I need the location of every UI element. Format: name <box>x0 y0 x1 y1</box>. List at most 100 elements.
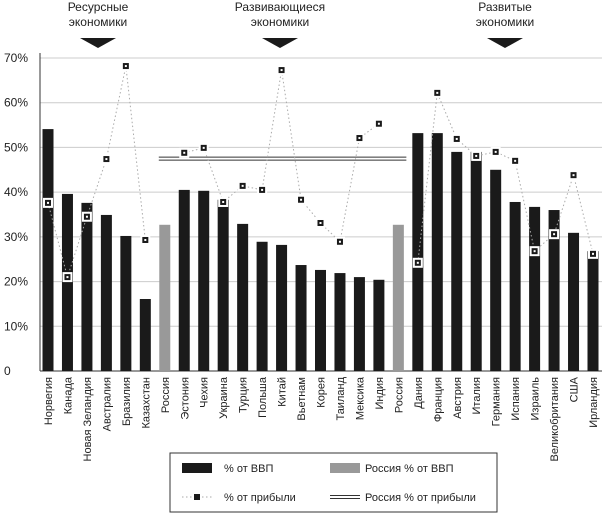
x-tick-label: Испания <box>510 377 522 421</box>
bar <box>217 199 229 371</box>
bar <box>373 279 385 371</box>
marker-dot <box>47 201 49 204</box>
marker-dot <box>358 137 361 140</box>
marker-dot <box>222 200 225 203</box>
legend-swatch <box>330 463 360 473</box>
marker-dot <box>261 188 264 191</box>
bar <box>81 202 93 371</box>
marker-dot <box>338 240 341 243</box>
bar <box>100 214 112 371</box>
x-tick-label: Корея <box>316 377 328 408</box>
y-tick-label: 30% <box>4 230 28 244</box>
bar <box>334 273 346 371</box>
bar <box>315 269 326 371</box>
bar <box>412 133 424 371</box>
x-tick-label: Казахстан <box>140 377 152 429</box>
x-tick-label: Канада <box>62 376 74 414</box>
marker-dot <box>494 150 497 153</box>
x-tick-label: Франция <box>432 377 444 422</box>
bar <box>295 265 307 371</box>
x-tick-label: Вьетнам <box>296 377 308 421</box>
marker-dot <box>144 238 147 241</box>
legend-label: % от ВВП <box>224 463 273 475</box>
bar <box>587 251 599 371</box>
bar <box>529 206 541 371</box>
bar <box>451 151 463 371</box>
x-tick-label: Израиль <box>530 377 542 421</box>
bar <box>470 151 482 371</box>
legend-box <box>169 452 498 513</box>
bar <box>509 201 521 371</box>
bar <box>353 277 365 371</box>
x-tick-label: Германия <box>491 377 503 426</box>
marker-dot <box>280 69 283 72</box>
x-tick-label: Австрия <box>452 377 464 419</box>
y-tick-label: 40% <box>4 185 28 199</box>
x-tick-label: Австралия <box>101 377 113 431</box>
bar <box>198 190 210 371</box>
bar <box>256 241 268 371</box>
legend-swatch <box>194 494 200 500</box>
annotation: экономики <box>251 15 309 29</box>
marker-dot <box>514 159 517 162</box>
y-tick-label: 10% <box>4 319 28 333</box>
y-tick-label: 50% <box>4 140 28 154</box>
bar <box>159 224 171 371</box>
x-tick-label: Польша <box>257 376 269 418</box>
x-tick-label: Великобритания <box>549 377 561 462</box>
marker-dot <box>202 146 205 149</box>
marker-dot <box>241 184 244 187</box>
bar <box>61 193 73 371</box>
marker-dot <box>124 65 127 68</box>
marker-dot <box>85 215 88 218</box>
annotation-arrow <box>262 38 298 48</box>
x-tick-label: Турция <box>238 377 250 413</box>
x-tick-label: США <box>569 376 581 402</box>
annotation: экономики <box>69 15 127 29</box>
x-tick-label: Индия <box>374 377 386 410</box>
legend-label: Россия % от прибыли <box>365 492 476 504</box>
x-tick-label: Дания <box>413 377 425 409</box>
x-tick-label: Россия <box>393 377 405 413</box>
annotation: Развивающиеся <box>235 0 325 14</box>
marker-dot <box>436 91 439 94</box>
y-tick-label: 20% <box>4 275 28 289</box>
marker-dot <box>300 198 303 201</box>
x-tick-label: Украина <box>218 376 230 419</box>
annotation-arrow <box>487 38 523 48</box>
marker-dot <box>183 151 186 154</box>
marker-dot <box>377 122 380 125</box>
marker-dot <box>66 276 69 279</box>
bar <box>139 299 151 371</box>
legend-label: % от прибыли <box>224 492 296 504</box>
x-tick-label: Эстония <box>179 377 191 420</box>
x-tick-label: Таиланд <box>335 376 347 420</box>
y-tick-label: 0 <box>4 364 11 378</box>
annotation: Развитые <box>478 0 532 14</box>
y-tick-label: 60% <box>4 96 28 110</box>
x-tick-label: Бразилия <box>121 377 133 426</box>
marker-dot <box>572 174 575 177</box>
marker-dot <box>416 261 419 264</box>
x-tick-label: Новая Зеландия <box>82 377 94 461</box>
marker-dot <box>319 221 322 224</box>
bar <box>120 235 132 371</box>
annotation: Ресурсные <box>68 0 129 14</box>
bar <box>276 244 288 371</box>
bar <box>178 189 190 371</box>
annotation: экономики <box>476 15 534 29</box>
x-tick-label: Норвегия <box>43 377 55 425</box>
annotation-arrow <box>80 38 116 48</box>
marker-dot <box>533 250 536 253</box>
legend-swatch <box>182 463 212 473</box>
bar <box>392 224 404 371</box>
marker-dot <box>475 154 478 157</box>
bar <box>490 169 502 371</box>
x-tick-label: Россия <box>160 377 172 413</box>
bar <box>431 133 443 371</box>
y-tick-label: 70% <box>4 51 28 65</box>
x-tick-label: Мексика <box>354 376 366 420</box>
legend-label: Россия % от ВВП <box>365 463 454 475</box>
x-tick-label: Китай <box>277 377 289 407</box>
